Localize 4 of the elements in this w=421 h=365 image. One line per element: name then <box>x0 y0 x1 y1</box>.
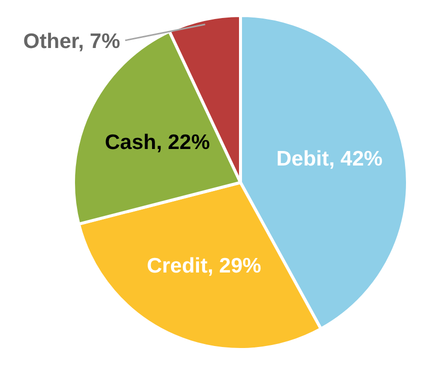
slice-label: Credit, 29% <box>146 254 262 278</box>
slice-label: Cash, 22% <box>104 131 210 154</box>
slice-label: Debit, 42% <box>276 147 383 170</box>
slice-label: Other, 7% <box>23 30 120 54</box>
